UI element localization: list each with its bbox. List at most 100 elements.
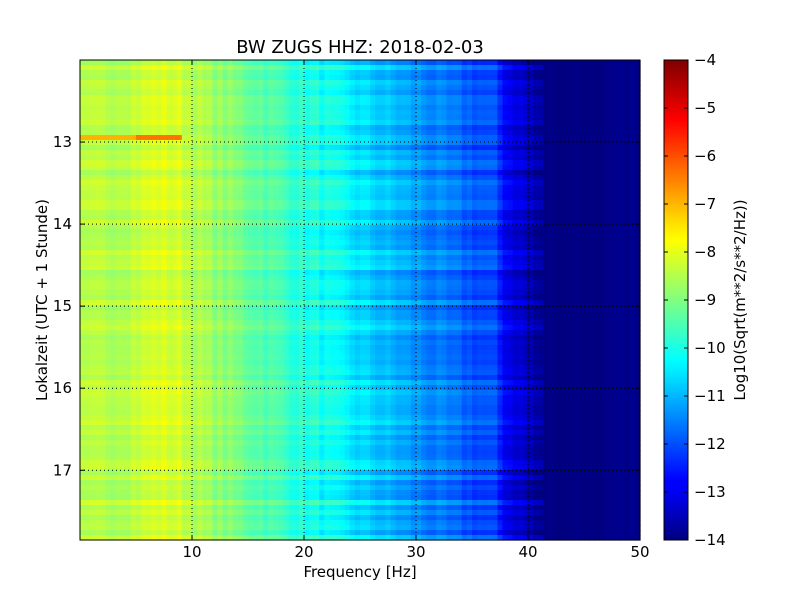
heatmap-cell (248, 445, 254, 451)
heatmap-cell (263, 515, 269, 521)
heatmap-cell (227, 315, 234, 321)
heatmap-cell (186, 280, 193, 286)
heatmap-cell (278, 170, 285, 176)
heatmap-cell (80, 210, 86, 216)
heatmap-cell (334, 115, 341, 121)
heatmap-cell (110, 260, 117, 266)
heatmap-cell (263, 65, 269, 71)
heatmap-cell (324, 410, 331, 416)
heatmap-cell (80, 320, 86, 326)
heatmap-cell (242, 145, 249, 151)
heatmap-cell (237, 430, 244, 436)
heatmap-cell (334, 335, 341, 341)
heatmap-cell (90, 125, 96, 131)
heatmap-cell (217, 175, 224, 181)
heatmap-cell (207, 165, 213, 171)
heatmap-cell (166, 330, 173, 336)
heatmap-cell (171, 240, 178, 246)
heatmap-cell (248, 385, 254, 391)
heatmap-cell (146, 475, 152, 481)
heatmap-cell (166, 200, 173, 206)
heatmap-cell (263, 250, 269, 256)
heatmap-cell (90, 235, 96, 241)
heatmap-cell (293, 300, 300, 306)
heatmap-cell (130, 410, 137, 416)
heatmap-cell (222, 180, 229, 186)
heatmap-cell (268, 135, 275, 141)
heatmap-cell (324, 335, 331, 341)
heatmap-cell (181, 475, 188, 481)
heatmap-cell (288, 105, 295, 111)
heatmap-cell (248, 285, 254, 291)
heatmap-cell (263, 315, 269, 321)
heatmap-cell (176, 100, 183, 106)
heatmap-cell (130, 140, 137, 146)
heatmap-cell (293, 505, 300, 511)
heatmap-cell (171, 520, 178, 526)
heatmap-cell (80, 230, 86, 236)
heatmap-cell (227, 425, 234, 431)
heatmap-cell (258, 450, 264, 456)
heatmap-cell (146, 275, 152, 281)
heatmap-cell (166, 505, 173, 511)
heatmap-cell (283, 305, 290, 311)
heatmap-cell (334, 75, 341, 81)
heatmap-cell (278, 340, 285, 346)
heatmap-cell (151, 435, 157, 441)
heatmap-cell (268, 485, 275, 491)
heatmap-cell (125, 125, 132, 131)
heatmap-cell (151, 215, 157, 221)
heatmap-cell (248, 190, 254, 196)
heatmap-cell (197, 140, 203, 146)
heatmap-cell (207, 370, 213, 376)
heatmap-cell (283, 530, 290, 536)
heatmap-cell (146, 115, 152, 121)
heatmap-cell (95, 170, 101, 176)
heatmap-cell (329, 295, 336, 301)
heatmap-cell (253, 290, 259, 296)
heatmap-cell (263, 235, 269, 241)
heatmap-cell (258, 230, 264, 236)
heatmap-cell (171, 500, 178, 506)
heatmap-cell (80, 445, 86, 451)
heatmap-cell (309, 370, 315, 376)
heatmap-cell (237, 225, 244, 231)
heatmap-cell (186, 455, 193, 461)
heatmap-cell (141, 295, 147, 301)
heatmap-cell (161, 370, 168, 376)
heatmap-cell (212, 240, 219, 246)
heatmap-cell (197, 330, 203, 336)
heatmap-cell (141, 305, 147, 311)
heatmap-cell (298, 250, 305, 256)
heatmap-cell (151, 405, 157, 411)
heatmap-cell (110, 310, 117, 316)
heatmap-cell (141, 530, 147, 536)
heatmap-cell (253, 470, 259, 476)
heatmap-cell (105, 270, 112, 276)
heatmap-cell (329, 110, 336, 116)
heatmap-cell (232, 330, 239, 336)
heatmap-cell (171, 175, 178, 181)
heatmap-cell (115, 400, 122, 406)
heatmap-cell (288, 195, 295, 201)
heatmap-cell (202, 475, 208, 481)
heatmap-cell (186, 175, 193, 181)
heatmap-cell (95, 65, 101, 71)
heatmap-cell (309, 165, 315, 171)
heatmap-cell (217, 510, 224, 516)
heatmap-cell (253, 145, 259, 151)
heatmap-cell (268, 490, 275, 496)
heatmap-cell (304, 190, 310, 196)
heatmap-cell (146, 230, 152, 236)
heatmap-cell (171, 515, 178, 521)
heatmap-cell (130, 330, 137, 336)
heatmap-cell (156, 185, 163, 191)
heatmap-cell (80, 120, 86, 126)
heatmap-cell (130, 160, 137, 166)
heatmap-cell (263, 530, 269, 536)
heatmap-cell (176, 435, 183, 441)
heatmap-cell (309, 450, 315, 456)
heatmap-cell (319, 215, 325, 221)
heatmap-cell (151, 455, 157, 461)
heatmap-cell (192, 535, 198, 541)
